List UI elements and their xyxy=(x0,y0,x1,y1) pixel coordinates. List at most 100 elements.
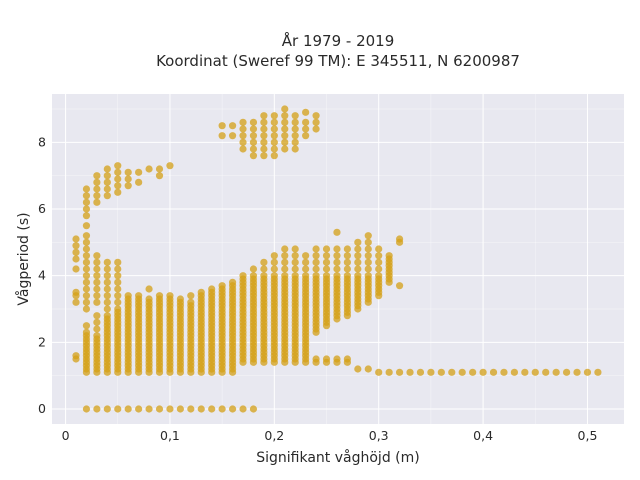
data-point xyxy=(281,112,289,120)
data-point xyxy=(145,165,153,173)
data-point xyxy=(93,258,101,266)
data-point xyxy=(260,258,268,266)
y-axis-title: Vågperiod (s) xyxy=(15,212,32,305)
data-point xyxy=(135,178,143,186)
data-point xyxy=(364,245,372,253)
data-point xyxy=(228,122,237,130)
data-point xyxy=(260,145,268,153)
data-point xyxy=(197,288,205,296)
data-point xyxy=(82,322,91,330)
data-point xyxy=(302,108,310,116)
data-point xyxy=(114,278,122,286)
data-point xyxy=(437,368,445,376)
data-point xyxy=(93,172,101,180)
data-point xyxy=(93,198,101,206)
data-point xyxy=(291,245,299,253)
data-point xyxy=(531,368,539,376)
data-point xyxy=(124,168,132,176)
data-point xyxy=(218,405,226,413)
data-point xyxy=(114,272,122,280)
data-point xyxy=(364,232,372,240)
data-point xyxy=(270,152,278,160)
data-point xyxy=(260,118,268,126)
data-point xyxy=(187,405,195,413)
data-point xyxy=(135,292,143,300)
data-point xyxy=(364,272,372,280)
data-point xyxy=(218,122,226,130)
data-point xyxy=(82,405,91,413)
data-point xyxy=(72,265,80,273)
data-point xyxy=(333,265,341,273)
y-tick-label: 6 xyxy=(38,201,46,216)
data-point xyxy=(354,238,362,246)
data-point xyxy=(312,355,320,363)
x-tick-label: 0,3 xyxy=(369,428,389,443)
data-point xyxy=(312,112,320,120)
data-point xyxy=(166,405,174,413)
data-point xyxy=(114,405,122,413)
data-point xyxy=(103,312,111,320)
data-point xyxy=(72,248,80,256)
data-point xyxy=(197,405,205,413)
data-point xyxy=(281,258,289,266)
data-point xyxy=(521,368,529,376)
data-point xyxy=(302,272,310,280)
data-point xyxy=(93,265,101,273)
data-point xyxy=(93,252,101,260)
data-point xyxy=(375,245,383,253)
data-point xyxy=(103,258,111,266)
x-tick-label: 0 xyxy=(62,428,70,443)
data-point xyxy=(228,405,237,413)
y-tick-label: 4 xyxy=(38,268,46,283)
data-point xyxy=(291,118,299,126)
data-point xyxy=(500,368,508,376)
data-point xyxy=(322,252,331,260)
data-point xyxy=(114,305,122,313)
data-point xyxy=(103,185,111,193)
data-point xyxy=(93,185,101,193)
data-point xyxy=(333,252,341,260)
data-point xyxy=(82,278,91,286)
data-point xyxy=(343,272,351,280)
data-point xyxy=(302,125,310,133)
data-point xyxy=(82,292,91,300)
data-point xyxy=(249,265,258,273)
data-point xyxy=(93,298,101,306)
data-point xyxy=(93,285,101,293)
data-point xyxy=(489,368,498,376)
data-point xyxy=(333,355,341,363)
data-point xyxy=(82,238,91,246)
data-point xyxy=(208,405,216,413)
data-point xyxy=(291,112,299,120)
data-point xyxy=(103,172,111,180)
data-point xyxy=(249,405,258,413)
y-tick-label: 0 xyxy=(38,401,46,416)
data-point xyxy=(114,182,122,190)
data-point xyxy=(155,405,164,413)
data-point xyxy=(239,272,247,280)
data-point xyxy=(375,272,383,280)
data-point xyxy=(395,282,404,290)
data-point xyxy=(312,118,320,126)
data-point xyxy=(124,292,132,300)
data-point xyxy=(155,292,164,300)
data-point xyxy=(395,368,404,376)
data-point xyxy=(594,368,602,376)
data-point xyxy=(260,138,268,146)
data-point xyxy=(249,138,258,146)
data-point xyxy=(343,245,351,253)
data-point xyxy=(270,272,278,280)
x-tick-labels: 0 0,1 0,2 0,3 0,4 0,5 xyxy=(62,428,598,443)
data-point xyxy=(103,298,111,306)
data-point xyxy=(82,222,91,230)
data-point xyxy=(135,405,143,413)
data-point xyxy=(124,182,132,190)
x-axis-title: Signifikant våghöjd (m) xyxy=(256,449,419,466)
data-point xyxy=(364,265,372,273)
data-point xyxy=(93,325,101,333)
data-point xyxy=(354,272,362,280)
data-point xyxy=(82,328,91,336)
chart-title-line-2: Koordinat (Sweref 99 TM): E 345511, N 62… xyxy=(156,52,520,70)
data-point xyxy=(385,368,393,376)
